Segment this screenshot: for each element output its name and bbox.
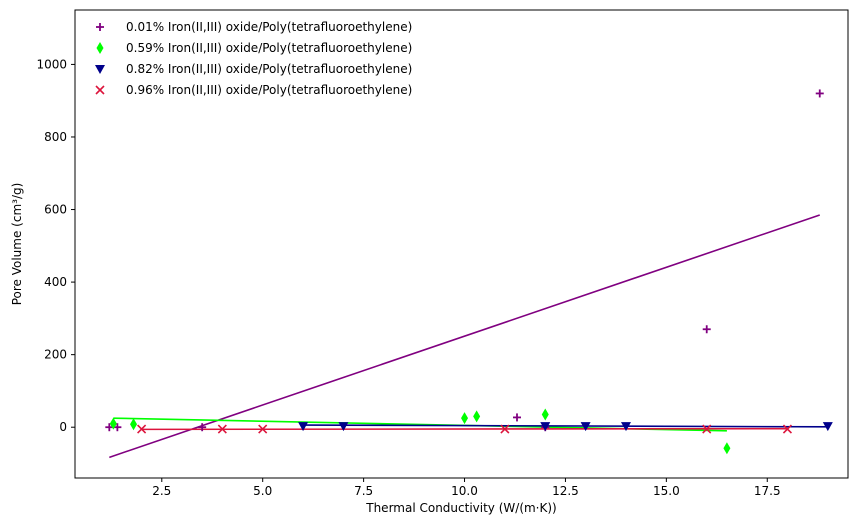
- legend-label: 0.01% Iron(II,III) oxide/Poly(tetrafluor…: [126, 20, 412, 34]
- data-point-series-3: [540, 422, 551, 432]
- legend-item-3: 0.82% Iron(II,III) oxide/Poly(tetrafluor…: [95, 62, 412, 76]
- legend-label: 0.59% Iron(II,III) oxide/Poly(tetrafluor…: [126, 41, 412, 55]
- data-points: [105, 89, 833, 455]
- legend-item-1: 0.01% Iron(II,III) oxide/Poly(tetrafluor…: [96, 20, 412, 34]
- legend-item-2: 0.59% Iron(II,III) oxide/Poly(tetrafluor…: [96, 41, 412, 55]
- fit-line-4: [141, 427, 788, 431]
- data-point-series-2: [109, 417, 117, 430]
- x-tick-label: 2.5: [152, 484, 171, 498]
- x-tick-label: 12.5: [552, 484, 579, 498]
- fit-line-3: [303, 424, 828, 428]
- x-tick-label: 5.0: [253, 484, 272, 498]
- data-point-series-3: [580, 422, 591, 432]
- data-point-series-3: [822, 422, 833, 432]
- data-point-series-3: [338, 422, 349, 432]
- data-point-series-3: [298, 422, 309, 432]
- x-tick-label: 7.5: [354, 484, 373, 498]
- data-point-series-2: [461, 412, 469, 425]
- data-point-series-1: [815, 89, 824, 98]
- legend-item-4: 0.96% Iron(II,III) oxide/Poly(tetrafluor…: [95, 83, 412, 97]
- y-axis-label: Pore Volume (cm³/g): [10, 183, 24, 306]
- x-tick-label: 17.5: [754, 484, 781, 498]
- x-axis-label: Thermal Conductivity (W/(m·K)): [365, 501, 556, 515]
- x-tick-label: 10.0: [451, 484, 478, 498]
- legend: 0.01% Iron(II,III) oxide/Poly(tetrafluor…: [95, 20, 412, 97]
- y-tick-label: 200: [44, 348, 67, 362]
- x-tick-label: 15.0: [653, 484, 680, 498]
- data-point-series-2: [473, 410, 481, 423]
- data-point-series-2: [541, 408, 549, 421]
- x-axis: 2.5 5.0 7.5 10.0 12.5 15.0 17.5: [152, 478, 781, 498]
- legend-marker: [96, 42, 104, 54]
- data-point-series-4: [702, 424, 712, 434]
- y-tick-label: 0: [59, 420, 67, 434]
- data-point-series-3: [620, 422, 631, 432]
- plot-frame: [74, 9, 849, 479]
- data-point-series-4: [137, 424, 147, 434]
- data-point-series-4: [217, 424, 227, 434]
- legend-marker: [95, 85, 105, 95]
- y-tick-label: 400: [44, 275, 67, 289]
- legend-label: 0.96% Iron(II,III) oxide/Poly(tetrafluor…: [126, 83, 412, 97]
- data-point-series-2: [723, 442, 731, 455]
- y-tick-label: 800: [44, 130, 67, 144]
- data-point-series-4: [258, 424, 268, 434]
- data-point-series-1: [702, 325, 711, 334]
- legend-label: 0.82% Iron(II,III) oxide/Poly(tetrafluor…: [126, 62, 412, 76]
- fit-line-1: [109, 214, 821, 459]
- data-point-series-1: [513, 413, 522, 422]
- y-tick-label: 600: [44, 203, 67, 217]
- fit-lines: [109, 214, 828, 459]
- legend-marker: [96, 23, 104, 31]
- y-tick-label: 1000: [36, 57, 67, 71]
- data-point-series-4: [782, 424, 793, 434]
- data-point-series-2: [130, 418, 138, 431]
- legend-marker: [95, 65, 105, 74]
- data-point-series-1: [198, 423, 207, 432]
- y-axis: 0 200 400 600 800 1000: [36, 57, 75, 434]
- data-point-series-4: [500, 424, 510, 434]
